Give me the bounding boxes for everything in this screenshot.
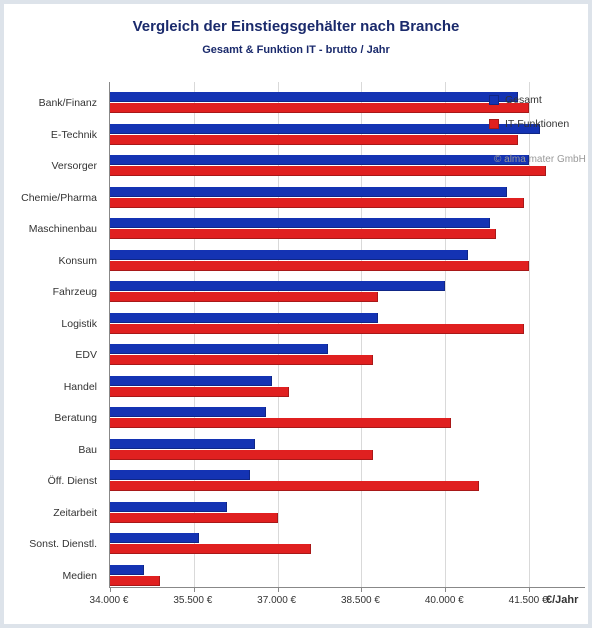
bar-gesamt: [110, 124, 540, 134]
category-label: Öff. Dienst: [4, 475, 97, 487]
bar-gesamt: [110, 92, 518, 102]
x-tick-label: 41.500 €: [493, 595, 563, 606]
x-tick-mark: [278, 588, 279, 592]
bar-it-funktionen: [110, 135, 518, 145]
category-label: Bank/Finanz: [4, 97, 97, 109]
category-label: Konsum: [4, 255, 97, 267]
x-tick-mark: [361, 588, 362, 592]
category-label: Handel: [4, 381, 97, 393]
category-label: Versorger: [4, 160, 97, 172]
bar-it-funktionen: [110, 450, 373, 460]
category-label: Logistik: [4, 318, 97, 330]
bar-it-funktionen: [110, 198, 524, 208]
bar-it-funktionen: [110, 481, 479, 491]
bar-it-funktionen: [110, 513, 278, 523]
bar-it-funktionen: [110, 576, 160, 586]
x-tick-label: 38.500 €: [325, 595, 395, 606]
bar-it-funktionen: [110, 166, 546, 176]
chart-subtitle: Gesamt & Funktion IT - brutto / Jahr: [4, 44, 588, 56]
category-label: Beratung: [4, 412, 97, 424]
x-tick-mark: [445, 588, 446, 592]
bar-it-funktionen: [110, 355, 373, 365]
category-label: E-Technik: [4, 129, 97, 141]
bar-gesamt: [110, 250, 468, 260]
bar-it-funktionen: [110, 229, 496, 239]
x-tick-label: 37.000 €: [242, 595, 312, 606]
legend-item: Gesamt: [489, 94, 569, 106]
x-tick-mark: [194, 588, 195, 592]
bar-gesamt: [110, 502, 227, 512]
bar-it-funktionen: [110, 544, 311, 554]
bar-gesamt: [110, 470, 250, 480]
x-tick-label: 34.000 €: [74, 595, 144, 606]
bar-gesamt: [110, 344, 328, 354]
bar-gesamt: [110, 218, 490, 228]
bar-gesamt: [110, 565, 144, 575]
bar-gesamt: [110, 533, 199, 543]
legend-swatch: [489, 95, 499, 105]
legend-label: Gesamt: [505, 94, 542, 106]
category-label: Fahrzeug: [4, 286, 97, 298]
category-label: Sonst. Dienstl.: [4, 538, 97, 550]
category-label: EDV: [4, 349, 97, 361]
bar-it-funktionen: [110, 324, 524, 334]
legend: Gesamt IT-Funktionen: [489, 94, 569, 142]
bar-it-funktionen: [110, 103, 529, 113]
chart-frame: Vergleich der Einstiegsgehälter nach Bra…: [0, 0, 592, 628]
category-label: Zeitarbeit: [4, 507, 97, 519]
x-tick-mark: [110, 588, 111, 592]
category-label: Bau: [4, 444, 97, 456]
bar-it-funktionen: [110, 292, 378, 302]
chart-title: Vergleich der Einstiegsgehälter nach Bra…: [4, 18, 588, 35]
bar-it-funktionen: [110, 418, 451, 428]
bar-it-funktionen: [110, 387, 289, 397]
bar-gesamt: [110, 187, 507, 197]
category-label: Chemie/Pharma: [4, 192, 97, 204]
bar-gesamt: [110, 376, 272, 386]
legend-swatch: [489, 119, 499, 129]
bar-gesamt: [110, 407, 266, 417]
bar-gesamt: [110, 313, 378, 323]
legend-item: IT-Funktionen: [489, 118, 569, 130]
category-label: Medien: [4, 570, 97, 582]
bar-it-funktionen: [110, 261, 529, 271]
bar-gesamt: [110, 155, 529, 165]
x-tick-label: 35.500 €: [158, 595, 228, 606]
x-tick-label: 40.000 €: [409, 595, 479, 606]
bar-gesamt: [110, 281, 445, 291]
copyright-label: © alma mater GmbH: [494, 154, 586, 165]
category-label: Maschinenbau: [4, 223, 97, 235]
x-tick-mark: [529, 588, 530, 592]
bar-gesamt: [110, 439, 255, 449]
legend-label: IT-Funktionen: [505, 118, 569, 130]
